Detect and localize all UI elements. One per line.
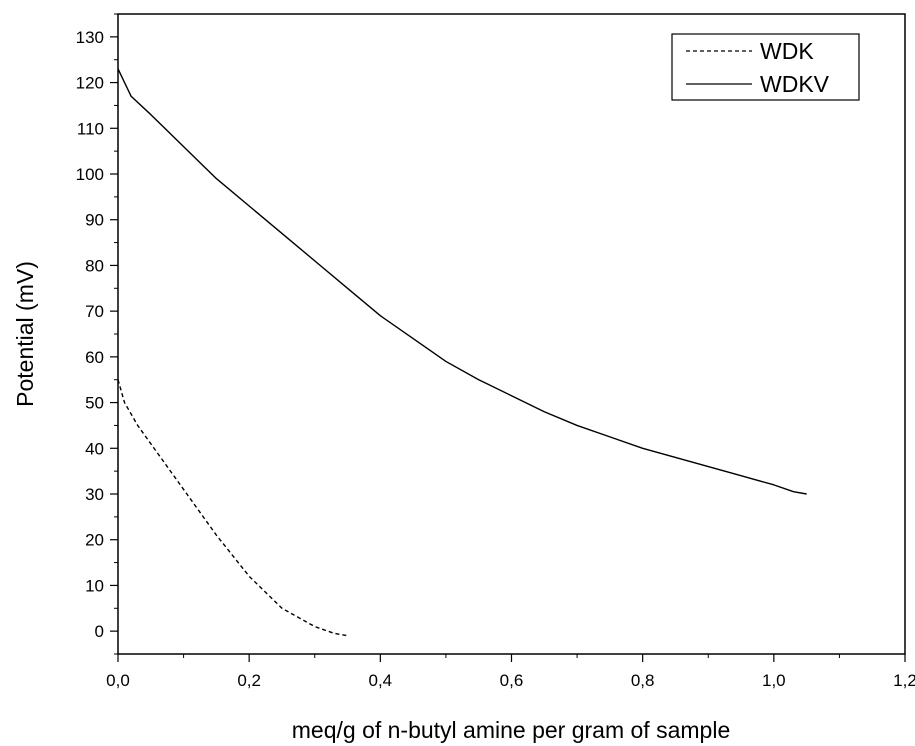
series-line-wdkv	[117, 68, 807, 495]
y-axis-label: Potential (mV)	[12, 261, 38, 407]
y-tick-label: 0	[95, 622, 104, 641]
x-tick-label: 0,0	[106, 671, 130, 690]
legend-box	[671, 33, 860, 101]
series-layer	[117, 68, 807, 637]
x-axis: 0,0 0,2 0,4 0,6 0,8 1,0 1,2	[106, 654, 915, 690]
x-tick-label: 0,8	[631, 671, 655, 690]
y-tick-label: 130	[76, 28, 104, 47]
y-tick-label: 20	[85, 531, 104, 550]
x-tick-label: 0,6	[500, 671, 524, 690]
x-axis-label: meq/g of n-butyl amine per gram of sampl…	[292, 717, 730, 743]
y-axis: 0 10 20 30 40 50 60 70 80 90 100 110 120 130	[76, 13, 118, 655]
x-tick-label: 0,4	[369, 671, 393, 690]
y-tick-label: 10	[85, 576, 104, 595]
series-line-wdk	[117, 379, 348, 637]
y-tick-label: 90	[85, 211, 104, 230]
y-tick-label: 40	[85, 439, 104, 458]
legend-label-wdk: WDK	[760, 38, 814, 64]
y-tick-label: 80	[85, 256, 104, 275]
x-tick-label: 0,2	[237, 671, 261, 690]
y-tick-label: 110	[77, 119, 104, 138]
plot-frame	[117, 13, 906, 655]
legend-label-wdkv: WDKV	[760, 71, 830, 97]
y-tick-label: 120	[76, 74, 104, 93]
y-tick-label: 50	[85, 394, 104, 413]
y-tick-label: 100	[76, 165, 104, 184]
y-tick-label: 30	[85, 485, 104, 504]
y-tick-label: 60	[85, 348, 104, 367]
legend: WDK WDKV	[671, 33, 860, 101]
x-tick-label: 1,0	[762, 671, 786, 690]
x-tick-label: 1,2	[893, 671, 915, 690]
y-tick-label: 70	[85, 302, 104, 321]
